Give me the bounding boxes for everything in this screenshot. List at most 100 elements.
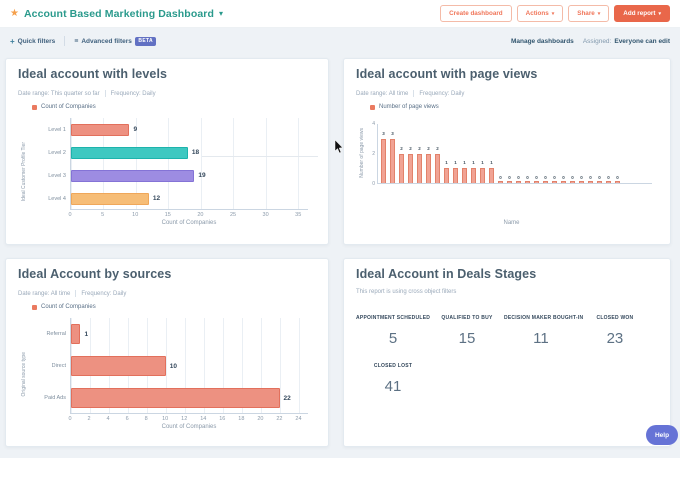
page-views-bar[interactable] (390, 138, 395, 183)
bar-value-label: 1 (490, 160, 493, 166)
assigned-value-link[interactable]: Everyone can edit (614, 37, 670, 45)
report-title[interactable]: Ideal Account in Deals Stages (356, 267, 537, 281)
bar-value-label: 0 (553, 175, 556, 180)
page-views-bar[interactable] (381, 138, 386, 183)
deal-stage-kpi: QUALIFIED TO BUY 15 (430, 315, 504, 347)
bar-level-3[interactable] (71, 169, 195, 182)
frequency-label: Frequency: Daily (110, 90, 156, 97)
deal-stage-label: QUALIFIED TO BUY (441, 315, 493, 321)
page-views-bar[interactable] (498, 181, 503, 183)
page-views-bar[interactable] (417, 153, 422, 183)
bar-level-4[interactable] (71, 192, 149, 205)
bar-slot: 0 (579, 124, 584, 183)
bar-slot: 1 (471, 124, 476, 183)
legend-swatch (32, 304, 37, 310)
page-views-bar[interactable] (606, 181, 611, 183)
bar-slot: 1 (444, 124, 449, 183)
category-label: Paid Ads (44, 395, 66, 401)
deal-stage-label: CLOSED WON (596, 315, 634, 321)
page-views-bar[interactable] (579, 181, 584, 183)
add-report-button[interactable]: Add report ▾ (614, 5, 670, 22)
bar-row: Paid Ads 22 (44, 382, 308, 414)
bar-direct[interactable] (71, 356, 166, 376)
page-views-bar[interactable] (561, 181, 566, 183)
page-views-bar[interactable] (408, 153, 413, 183)
page-views-bar[interactable] (507, 181, 512, 183)
bar-referral[interactable] (71, 324, 81, 344)
page-views-bar[interactable] (462, 168, 467, 183)
x-axis-tick: 16 (219, 416, 226, 422)
report-title[interactable]: Ideal account with page views (356, 67, 538, 81)
bar-level-1[interactable] (71, 123, 130, 136)
bar-slot: 2 (408, 124, 413, 183)
page-views-bar[interactable] (399, 153, 404, 183)
page-views-bar[interactable] (570, 181, 575, 183)
x-axis-tick: 20 (257, 416, 264, 422)
bar-row: Level 3 19 (48, 164, 308, 187)
page-views-bar[interactable] (426, 153, 431, 183)
create-dashboard-button[interactable]: Create dashboard (440, 5, 512, 22)
page-views-bar[interactable] (525, 181, 530, 183)
gridline (203, 318, 205, 413)
bar-value-label: 0 (508, 175, 511, 180)
x-axis-tick: 8 (144, 416, 148, 422)
deal-stage-label: CLOSED LOST (373, 363, 413, 369)
bar-paid-ads[interactable] (71, 388, 280, 408)
bar-slot: 0 (534, 124, 539, 183)
bar-value-label: 1 (463, 160, 466, 166)
legend-item[interactable]: Number of page views (370, 104, 658, 110)
report-meta: Date range: All time Frequency: Daily (356, 90, 658, 97)
deal-stage-kpis: APPOINTMENT SCHEDULED 5 QUALIFIED TO BUY 15… (356, 315, 658, 411)
x-axis-tick: 20 (197, 212, 204, 218)
page-views-bar[interactable] (552, 181, 557, 183)
report-title[interactable]: Ideal Account by sources (18, 267, 172, 281)
page-views-bar[interactable] (453, 168, 458, 183)
page-views-bar[interactable] (489, 168, 494, 183)
legend-item[interactable]: Count of Companies (32, 104, 316, 110)
legend-swatch (32, 104, 37, 110)
page-views-bar[interactable] (534, 181, 539, 183)
report-subtitle: This report is using cross object filter… (356, 289, 457, 295)
bar-slot: 1 (453, 124, 458, 183)
dashboard-title-caret-icon[interactable]: ▾ (218, 9, 223, 18)
page-views-bar[interactable] (516, 181, 521, 183)
bar-slot: 1 (480, 124, 485, 183)
page-views-bar[interactable] (615, 181, 620, 183)
page-views-bar[interactable] (480, 168, 485, 183)
share-button[interactable]: Share ▾ (568, 5, 610, 22)
filter-divider (64, 36, 66, 46)
quick-filters-button[interactable]: + Quick filters (10, 37, 55, 46)
legend-swatch (370, 104, 375, 110)
bar-value-label: 2 (427, 145, 430, 151)
page-views-bar[interactable] (471, 168, 476, 183)
deal-stage-kpi: CLOSED WON 23 (578, 315, 652, 347)
deal-stage-value: 15 (458, 330, 476, 347)
gridline (241, 318, 243, 413)
bar-slot: 0 (507, 124, 512, 183)
page-views-bar[interactable] (444, 168, 449, 183)
bar-level-2[interactable] (71, 146, 188, 159)
manage-dashboards-link[interactable]: Manage dashboards (510, 37, 574, 45)
x-axis-tick: 0 (68, 416, 72, 422)
page-views-bar[interactable] (588, 181, 593, 183)
gridline (233, 118, 235, 209)
bar-value-label: 0 (526, 175, 529, 180)
bar-slot: 3 (390, 124, 395, 183)
advanced-filters-button[interactable]: ≡ Advanced filters BETA (74, 36, 157, 46)
report-title[interactable]: Ideal account with levels (18, 67, 168, 81)
legend-item[interactable]: Count of Companies (32, 304, 316, 310)
page-views-bar[interactable] (597, 181, 602, 183)
help-button[interactable]: Help (646, 425, 678, 445)
favorite-star-icon[interactable]: ★ (10, 7, 19, 19)
page-views-bar[interactable] (543, 181, 548, 183)
deal-stage-kpi: DECISION MAKER BOUGHT-IN 11 (504, 315, 583, 347)
y-axis-label: Original source type (21, 351, 27, 397)
gridline (298, 118, 300, 209)
actions-button[interactable]: Actions ▾ (516, 5, 564, 22)
legend-label: Count of Companies (41, 304, 96, 310)
page-views-bar[interactable] (435, 153, 440, 183)
bar-value-label: 19 (198, 172, 206, 179)
dashboard-title[interactable]: Account Based Marketing Dashboard (23, 7, 214, 20)
bar-value-label: 1 (472, 160, 475, 166)
category-label: Level 2 (48, 149, 66, 156)
